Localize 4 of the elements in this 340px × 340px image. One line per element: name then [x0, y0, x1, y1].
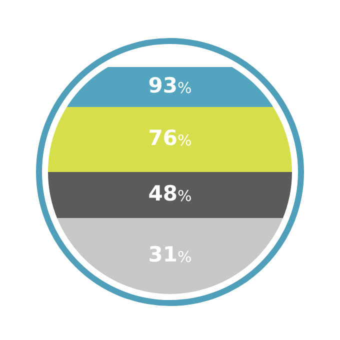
data-label: 93%: [148, 73, 192, 98]
data-label: 76%: [148, 126, 192, 150]
data-label: 31%: [148, 242, 192, 266]
data-label: 48%: [148, 181, 192, 206]
